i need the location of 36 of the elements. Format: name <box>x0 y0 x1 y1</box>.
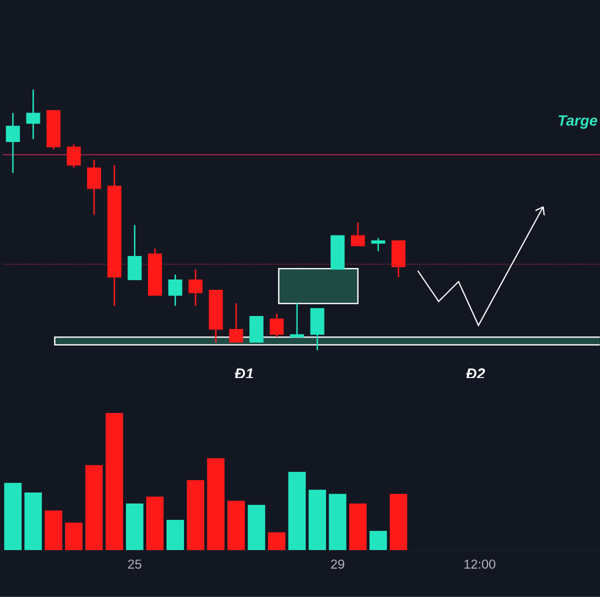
bar <box>207 458 225 550</box>
bar <box>85 465 103 550</box>
candlestick <box>229 302 244 344</box>
candlestick <box>66 144 81 169</box>
bar <box>106 413 124 550</box>
candlestick <box>270 313 284 338</box>
x-tick-label: 12:00 <box>464 560 496 569</box>
bar <box>349 504 367 550</box>
bar <box>24 492 42 550</box>
bar <box>126 504 144 550</box>
x-tick-label: 25 <box>128 560 142 569</box>
candlestick <box>26 89 40 140</box>
ref-line-label: Targe <box>558 115 598 129</box>
bar <box>369 530 387 550</box>
candlestick <box>87 159 102 216</box>
bar <box>4 482 22 550</box>
candlestick <box>290 302 304 338</box>
bar <box>146 496 164 550</box>
bar <box>65 522 83 550</box>
candlestick <box>168 274 182 307</box>
bar <box>308 490 326 550</box>
candlestick <box>128 224 142 281</box>
bar <box>227 500 245 550</box>
candlestick <box>350 222 365 247</box>
x-tick-label: 29 <box>331 560 344 569</box>
bar <box>390 494 408 550</box>
bar <box>288 472 306 550</box>
bar <box>328 494 346 550</box>
candlestick <box>188 268 203 307</box>
bar <box>268 532 286 550</box>
bar <box>186 480 204 550</box>
bar <box>248 504 266 550</box>
candlestick <box>6 112 20 174</box>
candlestick <box>371 237 386 252</box>
bar <box>44 510 62 550</box>
bar <box>166 520 184 550</box>
